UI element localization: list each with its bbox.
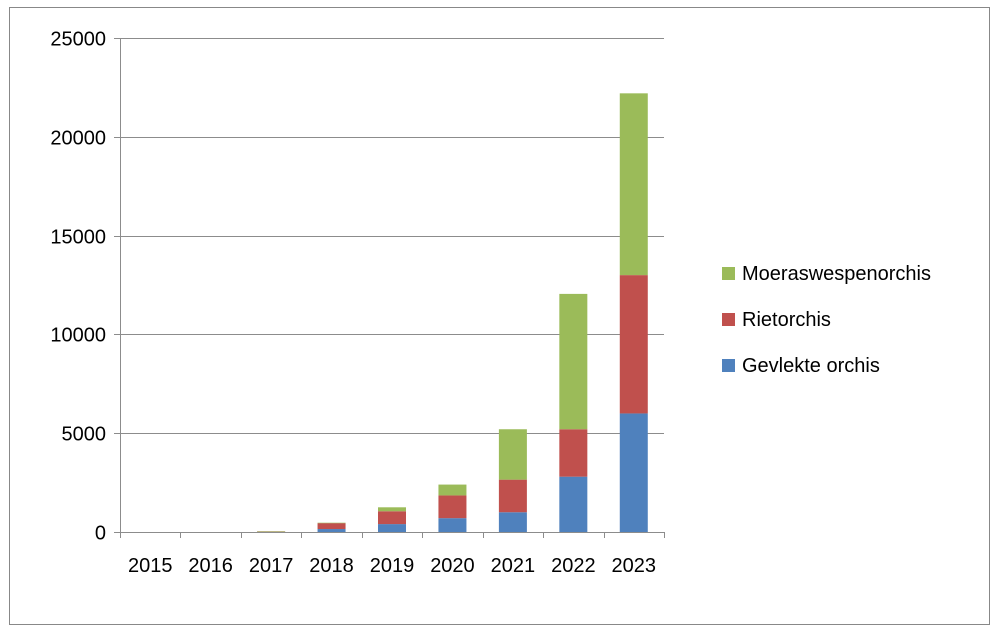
y-tick-label: 5000 xyxy=(62,424,107,446)
bar-segment-rietorchis-2018 xyxy=(317,523,346,530)
legend-item-moeraswespenorchis: Moeraswespenorchis xyxy=(722,263,931,285)
x-tick-label: 2021 xyxy=(491,555,536,577)
y-tick-label: 0 xyxy=(95,523,106,545)
x-tick-label: 2023 xyxy=(612,555,657,577)
bar-segment-gevlekte-orchis-2023 xyxy=(619,413,648,532)
y-tick-label: 20000 xyxy=(50,128,106,150)
x-tick-label: 2020 xyxy=(430,555,475,577)
bar-segment-gevlekte-orchis-2022 xyxy=(559,476,588,532)
bar-segment-moeraswespenorchis-2023 xyxy=(619,93,648,276)
x-tick-label: 2015 xyxy=(128,555,173,577)
legend-swatch xyxy=(722,267,735,280)
bar-segment-gevlekte-orchis-2018 xyxy=(317,529,346,532)
bar-segment-moeraswespenorchis-2022 xyxy=(559,293,588,430)
bar-segment-rietorchis-2023 xyxy=(619,275,648,414)
x-tick-label: 2018 xyxy=(309,555,354,577)
y-tick-label: 15000 xyxy=(50,227,106,249)
x-tick-label: 2016 xyxy=(188,555,233,577)
bar-segment-moeraswespenorchis-2019 xyxy=(378,507,406,512)
bar-segment-moeraswespenorchis-2021 xyxy=(498,429,527,480)
bar-segment-gevlekte-orchis-2019 xyxy=(378,524,406,532)
legend-swatch xyxy=(722,313,735,326)
legend-item-gevlekte-orchis: Gevlekte orchis xyxy=(722,355,880,377)
legend-swatch xyxy=(722,359,735,372)
x-tick-label: 2019 xyxy=(370,555,415,577)
bar-segment-gevlekte-orchis-2020 xyxy=(438,518,467,532)
bar-segment-rietorchis-2019 xyxy=(378,511,406,525)
legend-item-rietorchis: Rietorchis xyxy=(722,309,831,331)
bar-segment-gevlekte-orchis-2021 xyxy=(498,512,527,532)
bar-segment-moeraswespenorchis-2017 xyxy=(257,531,286,532)
bar-segment-moeraswespenorchis-2020 xyxy=(438,484,467,496)
x-tick-label: 2022 xyxy=(551,555,596,577)
legend-label: Gevlekte orchis xyxy=(742,355,880,377)
bar-segment-rietorchis-2021 xyxy=(498,479,527,513)
bar-segment-moeraswespenorchis-2018 xyxy=(317,522,346,524)
bar-segment-rietorchis-2020 xyxy=(438,495,467,519)
bar-segment-rietorchis-2022 xyxy=(559,429,588,477)
legend-label: Moeraswespenorchis xyxy=(742,263,931,285)
y-tick-label: 10000 xyxy=(50,325,106,347)
legend-label: Rietorchis xyxy=(742,309,831,331)
y-tick-label: 25000 xyxy=(50,29,106,51)
x-tick-label: 2017 xyxy=(249,555,294,577)
